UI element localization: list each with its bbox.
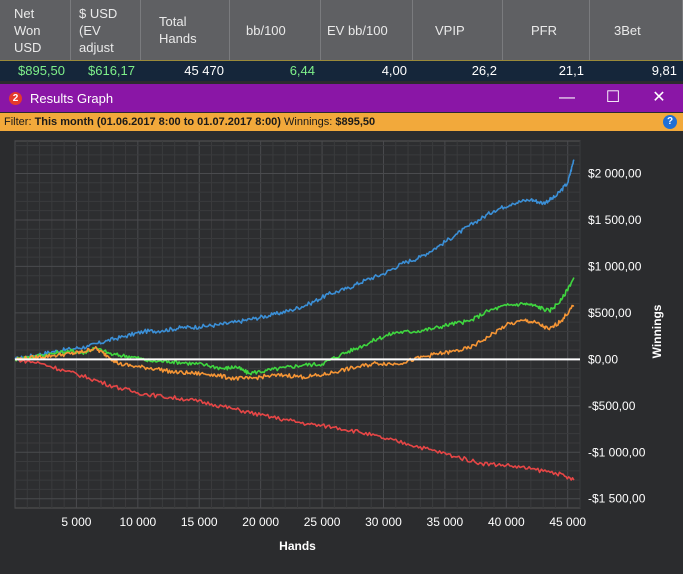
close-button[interactable]: ✕	[652, 89, 666, 106]
stat-value: 45 470	[184, 63, 224, 78]
column-header[interactable]: VPIP	[413, 0, 503, 60]
x-tick-label: 5 000	[61, 515, 91, 529]
filter-range: This month (01.06.2017 8:00 to 01.07.201…	[34, 116, 281, 128]
stat-value: 26,2	[471, 63, 497, 78]
x-tick-label: 35 000	[427, 515, 464, 529]
column-header-line: EV bb/100	[327, 22, 388, 38]
stat-value: 21,1	[558, 63, 584, 78]
column-header[interactable]: Total Hands	[141, 0, 230, 60]
stat-value: $895,50	[18, 63, 65, 78]
minimize-button[interactable]: —	[559, 89, 575, 106]
column-header-line: (EV	[79, 22, 101, 38]
stat-value: 4,00	[381, 63, 407, 78]
column-header-line: USD	[14, 39, 42, 55]
help-icon[interactable]: ?	[663, 115, 677, 129]
series-line-3	[14, 304, 575, 381]
filter-bar[interactable]: Filter: This month (01.06.2017 8:00 to 0…	[0, 113, 683, 131]
y-tick-label: $2 000,00	[588, 167, 642, 181]
y-axis-label: Winnings	[650, 304, 664, 358]
y-tick-label: -$500,00	[588, 399, 636, 413]
y-tick-label: $1 000,00	[588, 259, 642, 273]
app-badge-icon: 2	[9, 91, 22, 105]
column-header[interactable]: EV bb/100	[321, 0, 413, 60]
x-tick-label: 25 000	[304, 515, 341, 529]
column-header[interactable]: PFR	[503, 0, 590, 60]
column-header[interactable]: bb/100	[230, 0, 321, 60]
series-line-4	[14, 358, 575, 481]
winnings-value: $895,50	[335, 116, 376, 128]
filter-label: Filter:	[4, 116, 35, 128]
column-header-line: Net	[14, 5, 35, 21]
series-line-2	[14, 277, 575, 376]
y-tick-label: -$1 000,00	[588, 445, 646, 459]
stat-value: $616,17	[88, 63, 135, 78]
y-tick-label: $500,00	[588, 306, 632, 320]
column-header[interactable]: $ USD (EV adjust	[71, 0, 141, 60]
column-header[interactable]: Net Won USD	[0, 0, 71, 60]
column-header-line: $ USD	[79, 5, 118, 21]
stat-value: 9,81	[651, 63, 677, 78]
winnings-label: Winnings:	[280, 116, 336, 128]
window-titlebar[interactable]: 2 Results Graph	[0, 84, 683, 112]
column-header[interactable]: 3Bet	[590, 0, 683, 60]
stat-value: 6,44	[289, 63, 315, 78]
column-header-line: Hands	[159, 31, 197, 46]
x-tick-label: 20 000	[242, 515, 279, 529]
column-header-line: PFR	[531, 22, 557, 38]
x-axis-label: Hands	[279, 539, 316, 553]
window-title: Results Graph	[30, 90, 114, 106]
stats-header: Net Won USD $ USD (EV adjust Total Hands bb/100 E…	[0, 0, 683, 61]
y-tick-label: $1 500,00	[588, 213, 642, 227]
x-tick-label: 10 000	[119, 515, 156, 529]
column-header-line: Total	[159, 14, 187, 29]
y-tick-label: $0,00	[588, 352, 618, 366]
x-tick-label: 40 000	[488, 515, 525, 529]
stats-values-row[interactable]: $895,50 $616,17 45 470 6,44 4,00 26,2 21,1 9,81	[0, 61, 683, 81]
column-header-line: Won	[14, 22, 41, 38]
y-tick-label: -$1 500,00	[588, 492, 646, 506]
chart-svg[interactable]: 5 000 10 000 15 000 20 000 25 000 30 000 35 00…	[0, 131, 683, 569]
column-header-line: 3Bet	[614, 22, 641, 38]
column-header-line: bb/100	[246, 22, 286, 38]
column-header-line: adjust	[79, 39, 114, 55]
x-tick-label: 30 000	[365, 515, 402, 529]
x-tick-label: 15 000	[181, 515, 218, 529]
series-line-1	[14, 159, 575, 362]
maximize-button[interactable]: ☐	[605, 89, 621, 106]
results-chart[interactable]: 5 000 10 000 15 000 20 000 25 000 30 000 35 00…	[0, 131, 683, 569]
x-tick-label: 45 000	[549, 515, 586, 529]
column-header-line: VPIP	[435, 22, 465, 38]
